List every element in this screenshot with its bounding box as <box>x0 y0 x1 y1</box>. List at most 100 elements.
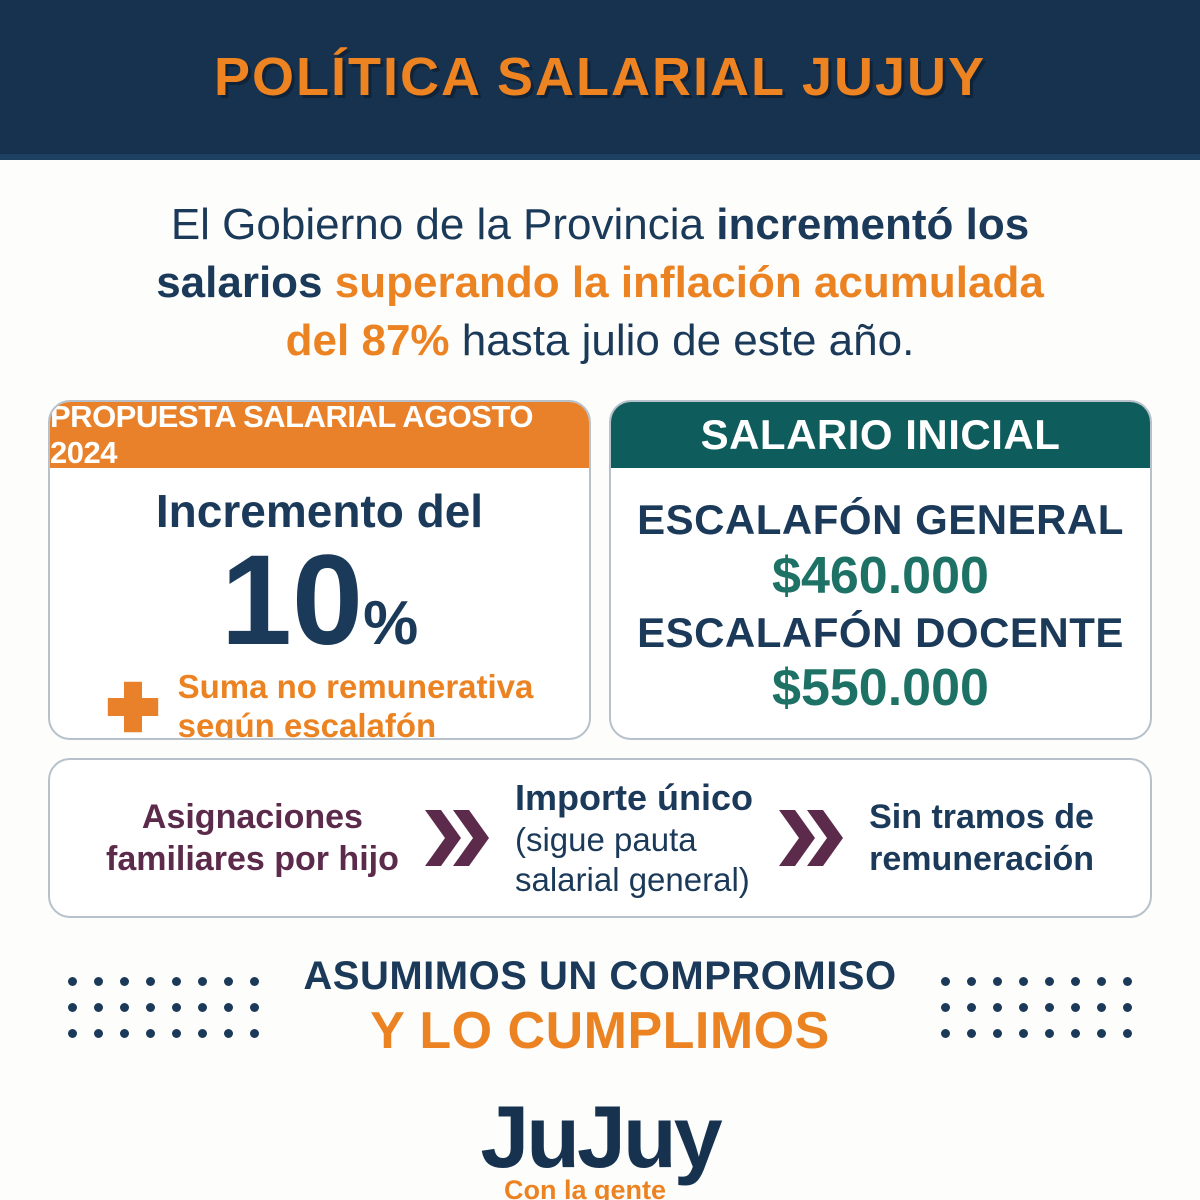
dot <box>1018 1003 1028 1013</box>
intro-line-2: salarios superando la inflación acumulad… <box>40 254 1160 312</box>
increment-label: Incremento del <box>155 485 484 538</box>
dot <box>1044 1003 1054 1013</box>
dot <box>992 1029 1002 1039</box>
dot <box>966 1003 976 1013</box>
intro-segment: hasta julio de este año. <box>461 316 915 366</box>
salary-item-value: $460.000 <box>772 546 989 605</box>
dot <box>940 977 950 987</box>
dot <box>68 1029 78 1039</box>
dot <box>966 977 976 987</box>
dot <box>172 977 182 987</box>
initial-salary-card-header: SALARIO INICIAL <box>611 402 1150 469</box>
jujuy-logo-tagline: Con la gente <box>503 1174 666 1200</box>
dot <box>1122 977 1132 987</box>
flow-step2-title: Importe único <box>514 777 753 819</box>
flow-step2-sub2: salarial general) <box>514 861 750 899</box>
dot <box>940 1003 950 1013</box>
dot <box>120 977 130 987</box>
dot <box>198 1029 208 1039</box>
note-line-2: según escalafón <box>177 706 437 741</box>
dot-grid-left <box>68 977 260 1039</box>
dot <box>224 1029 234 1039</box>
double-chevron-right-icon <box>424 810 489 867</box>
dot <box>198 1003 208 1013</box>
dot <box>120 1029 130 1039</box>
dot <box>120 1003 130 1013</box>
increment-value: 10% <box>50 537 589 665</box>
salary-item-label: ESCALAFÓN DOCENTE <box>637 608 1124 656</box>
jujuy-logo: JuJuy Con la gente <box>0 1087 1200 1200</box>
dot <box>68 977 78 987</box>
dot <box>250 1029 260 1039</box>
dot <box>172 1003 182 1013</box>
dot <box>1096 1029 1106 1039</box>
salary-list: ESCALAFÓN GENERAL $460.000 ESCALAFÓN DOC… <box>611 494 1150 719</box>
dot <box>1122 1003 1132 1013</box>
commitment-section: ASUMIMOS UN COMPROMISO Y LO CUMPLIMOS <box>0 954 1200 1061</box>
cards-row: PROPUESTA SALARIAL AGOSTO 2024 Increment… <box>48 400 1152 741</box>
dot <box>1122 1029 1132 1039</box>
dot <box>68 1003 78 1013</box>
dot <box>966 1029 976 1039</box>
dot <box>94 1003 104 1013</box>
proposal-card-title: PROPUESTA SALARIAL AGOSTO 2024 <box>50 400 533 471</box>
flow-step-no-brackets: Sin tramos de remuneración <box>869 796 1094 881</box>
dot <box>146 977 156 987</box>
dot <box>1044 1029 1054 1039</box>
intro-segment: El Gobierno de la Provincia <box>170 200 717 249</box>
dot <box>1018 1029 1028 1039</box>
dot <box>250 977 260 987</box>
flow-step3-line1: Sin tramos de <box>869 797 1094 836</box>
intro-paragraph: El Gobierno de la Provincia incrementó l… <box>0 196 1200 370</box>
intro-segment: del 87% <box>285 316 462 366</box>
family-allowance-flow-card: Asignaciones familiares por hijo Importe… <box>48 758 1152 919</box>
proposal-card-header: PROPUESTA SALARIAL AGOSTO 2024 <box>50 400 589 471</box>
non-remunerative-text: Suma no remunerativa según escalafón <box>177 667 534 741</box>
salary-item-label: ESCALAFÓN GENERAL <box>637 496 1124 544</box>
flow-step2-sub1: (sigue pauta <box>514 820 697 858</box>
dot <box>224 1003 234 1013</box>
dot <box>1018 977 1028 987</box>
dot <box>94 1029 104 1039</box>
flow-step-allowances: Asignaciones familiares por hijo <box>106 796 399 881</box>
intro-segment: salarios <box>156 258 335 308</box>
commitment-text: ASUMIMOS UN COMPROMISO Y LO CUMPLIMOS <box>303 954 896 1061</box>
intro-segment: superando la inflación acumulada <box>334 258 1044 308</box>
intro-segment: incrementó los <box>716 200 1030 249</box>
dot <box>1044 977 1054 987</box>
dot <box>992 977 1002 987</box>
increment-number: 10 <box>220 529 364 673</box>
initial-salary-card: SALARIO INICIAL ESCALAFÓN GENERAL $460.0… <box>609 400 1152 741</box>
note-line-1: Suma no remunerativa <box>177 667 534 705</box>
dot <box>224 977 234 987</box>
dot <box>146 1003 156 1013</box>
jujuy-logo-wordmark: JuJuy <box>480 1087 722 1187</box>
intro-line-3: del 87% hasta julio de este año. <box>40 312 1160 370</box>
header-banner: POLÍTICA SALARIAL JUJUY <box>0 0 1200 160</box>
dot <box>1096 977 1106 987</box>
dot <box>1070 1003 1080 1013</box>
double-chevron-right-icon <box>779 810 844 867</box>
intro-line-1: El Gobierno de la Provincia incrementó l… <box>40 196 1160 254</box>
flow-step1-line1: Asignaciones <box>141 797 363 836</box>
commitment-line-2: Y LO CUMPLIMOS <box>370 1002 830 1061</box>
flow-step3-line2: remuneración <box>869 840 1094 879</box>
dot <box>146 1029 156 1039</box>
dot <box>198 977 208 987</box>
plus-icon <box>107 681 158 732</box>
dot <box>250 1003 260 1013</box>
initial-salary-card-title: SALARIO INICIAL <box>700 411 1061 459</box>
flow-step1-line2: familiares por hijo <box>106 840 399 879</box>
dot <box>992 1003 1002 1013</box>
dot <box>1096 1003 1106 1013</box>
increment-unit: % <box>363 589 419 659</box>
dot <box>94 977 104 987</box>
dot <box>1070 977 1080 987</box>
salary-item-value: $550.000 <box>772 659 989 718</box>
dot <box>1070 1029 1080 1039</box>
non-remunerative-note: Suma no remunerativa según escalafón <box>50 667 589 741</box>
flow-step-single-amount: Importe único (sigue pauta salarial gene… <box>515 776 753 900</box>
dot <box>172 1029 182 1039</box>
dot <box>940 1029 950 1039</box>
page-title: POLÍTICA SALARIAL JUJUY <box>213 47 987 107</box>
